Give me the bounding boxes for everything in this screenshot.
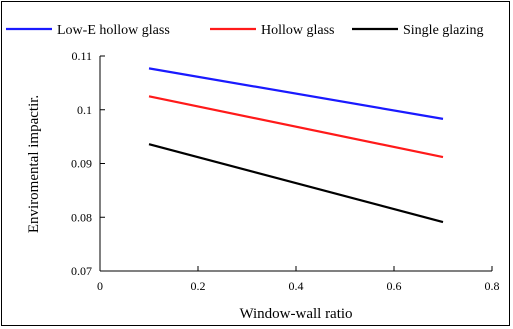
axes <box>99 56 492 272</box>
y-tick-label: 0.08 <box>71 210 92 224</box>
x-tick-label: 0.4 <box>289 279 304 293</box>
legend: Low-E hollow glass Hollow glass Single gla… <box>6 23 484 38</box>
series-line-1 <box>148 95 444 159</box>
legend-label-2: Single glazing <box>403 23 484 38</box>
series-line-0 <box>148 67 444 120</box>
x-tick-label: 0.2 <box>191 279 206 293</box>
legend-label-1: Hollow glass <box>261 23 335 38</box>
y-tick-label: 0.07 <box>71 264 92 278</box>
y-ticks: 0.07 0.08 0.09 0.1 0.11 <box>71 49 105 278</box>
y-axis-title: Enviromental impactir. <box>26 95 42 233</box>
y-tick-label: 0.09 <box>71 157 92 171</box>
series-line-2 <box>148 143 444 224</box>
series-lines <box>148 67 444 224</box>
x-ticks: 0 0.2 0.4 0.6 0.8 <box>97 266 500 293</box>
y-tick-label: 0.1 <box>77 103 92 117</box>
x-tick-label: 0 <box>97 279 103 293</box>
y-tick-label: 0.11 <box>71 49 92 63</box>
x-tick-label: 0.8 <box>485 279 500 293</box>
x-tick-label: 0.6 <box>387 279 402 293</box>
x-axis-title: Window-wall ratio <box>239 306 352 322</box>
legend-label-0: Low-E hollow glass <box>57 23 170 38</box>
